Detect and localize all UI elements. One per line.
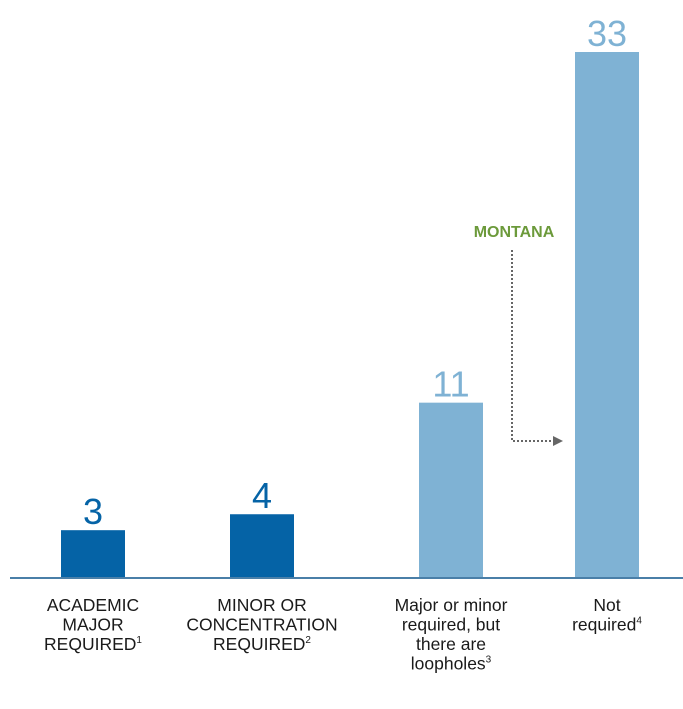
- value-label-4: 33: [587, 13, 627, 54]
- category-labels-layer: ACADEMIC MAJOR REQUIRED1 MINOR OR CONCENTRAT…: [44, 595, 642, 674]
- category-label-3: Major or minor required, but there are loop…: [395, 595, 508, 674]
- bar-4: [575, 52, 639, 578]
- annotation-arrow: [511, 250, 563, 446]
- annotation-layer: MONTANA: [474, 224, 563, 446]
- category-label-2: MINOR OR CONCENTRATION REQUIRED2: [186, 595, 337, 654]
- value-label-2: 4: [252, 475, 272, 516]
- category-label-1: ACADEMIC MAJOR REQUIRED1: [44, 595, 142, 654]
- bar-2: [230, 514, 294, 578]
- bar-3: [419, 402, 483, 578]
- value-label-3: 11: [432, 364, 469, 405]
- category-label-4: Not required4: [572, 595, 642, 635]
- value-label-1: 3: [83, 491, 103, 532]
- bar-1: [61, 530, 125, 578]
- value-labels-layer: 3 4 11 33: [83, 13, 627, 532]
- annotation-montana-label: MONTANA: [474, 224, 555, 241]
- bars-layer: [61, 52, 639, 578]
